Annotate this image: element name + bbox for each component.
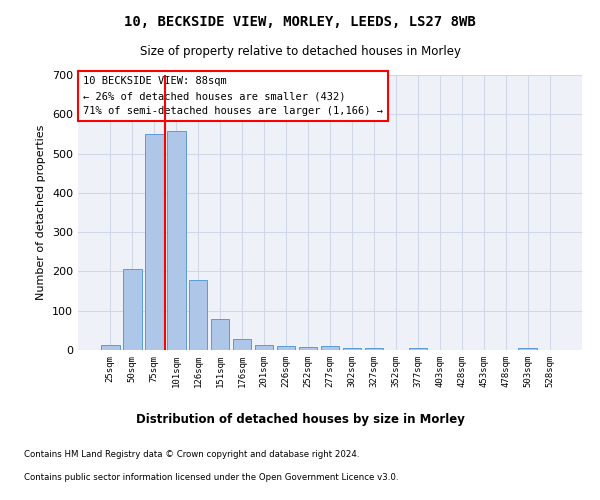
Bar xyxy=(409,348,427,350)
Text: 10, BECKSIDE VIEW, MORLEY, LEEDS, LS27 8WB: 10, BECKSIDE VIEW, MORLEY, LEEDS, LS27 8… xyxy=(124,15,476,29)
Text: Size of property relative to detached houses in Morley: Size of property relative to detached ho… xyxy=(139,45,461,58)
Bar xyxy=(167,131,185,350)
Bar xyxy=(277,346,295,350)
Bar xyxy=(101,345,119,350)
Bar xyxy=(365,348,383,350)
Text: Contains public sector information licensed under the Open Government Licence v3: Contains public sector information licen… xyxy=(24,472,398,482)
Text: Contains HM Land Registry data © Crown copyright and database right 2024.: Contains HM Land Registry data © Crown c… xyxy=(24,450,359,459)
Bar xyxy=(211,320,229,350)
Bar xyxy=(255,345,274,350)
Bar xyxy=(299,347,317,350)
Y-axis label: Number of detached properties: Number of detached properties xyxy=(37,125,46,300)
Bar xyxy=(233,339,251,350)
Bar xyxy=(145,134,164,350)
Text: 10 BECKSIDE VIEW: 88sqm
← 26% of detached houses are smaller (432)
71% of semi-d: 10 BECKSIDE VIEW: 88sqm ← 26% of detache… xyxy=(83,76,383,116)
Bar xyxy=(320,346,340,350)
Text: Distribution of detached houses by size in Morley: Distribution of detached houses by size … xyxy=(136,412,464,426)
Bar xyxy=(518,348,537,350)
Bar xyxy=(189,280,208,350)
Bar xyxy=(123,270,142,350)
Bar xyxy=(343,348,361,350)
